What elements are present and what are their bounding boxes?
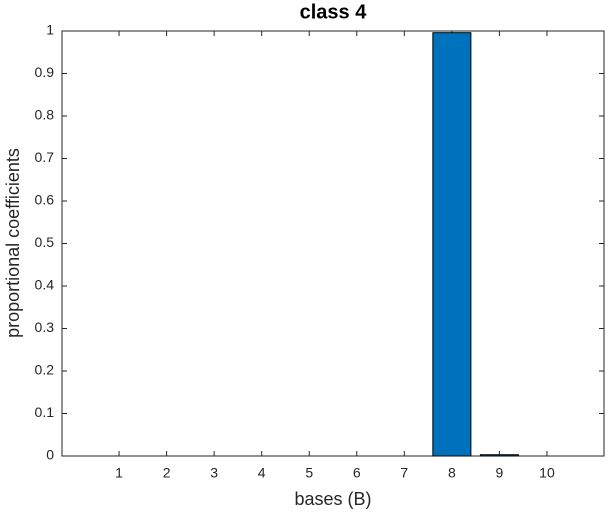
bar bbox=[432, 32, 472, 457]
x-axis-label: bases (B) bbox=[294, 489, 371, 509]
x-tick-label: 8 bbox=[448, 465, 456, 481]
y-tick-label: 0.6 bbox=[35, 192, 55, 208]
bar bbox=[479, 454, 519, 457]
x-tick-label: 2 bbox=[163, 465, 171, 481]
y-tick-label: 0.9 bbox=[35, 64, 55, 80]
plot-area bbox=[61, 30, 605, 457]
y-tick-label: 0.5 bbox=[35, 234, 55, 250]
y-tick-label: 0.3 bbox=[35, 319, 55, 335]
chart-title: class 4 bbox=[300, 1, 368, 23]
x-tick-label: 10 bbox=[539, 465, 555, 481]
y-tick-label: 0.4 bbox=[35, 277, 55, 293]
y-tick-label: 0.1 bbox=[35, 404, 55, 420]
x-tick-label: 5 bbox=[305, 465, 313, 481]
y-tick-label: 0.7 bbox=[35, 149, 55, 165]
y-tick-label: 1 bbox=[46, 22, 54, 38]
x-tick-label: 7 bbox=[400, 465, 408, 481]
x-tick-label: 9 bbox=[496, 465, 504, 481]
x-tick-label: 6 bbox=[353, 465, 361, 481]
x-tick-label: 4 bbox=[258, 465, 266, 481]
y-axis-label: proportional coefficients bbox=[3, 148, 23, 338]
x-tick-label: 3 bbox=[210, 465, 218, 481]
y-tick-label: 0.8 bbox=[35, 107, 55, 123]
y-tick-label: 0.2 bbox=[35, 362, 55, 378]
y-tick-label: 0 bbox=[46, 447, 54, 463]
x-tick-label: 1 bbox=[115, 465, 123, 481]
